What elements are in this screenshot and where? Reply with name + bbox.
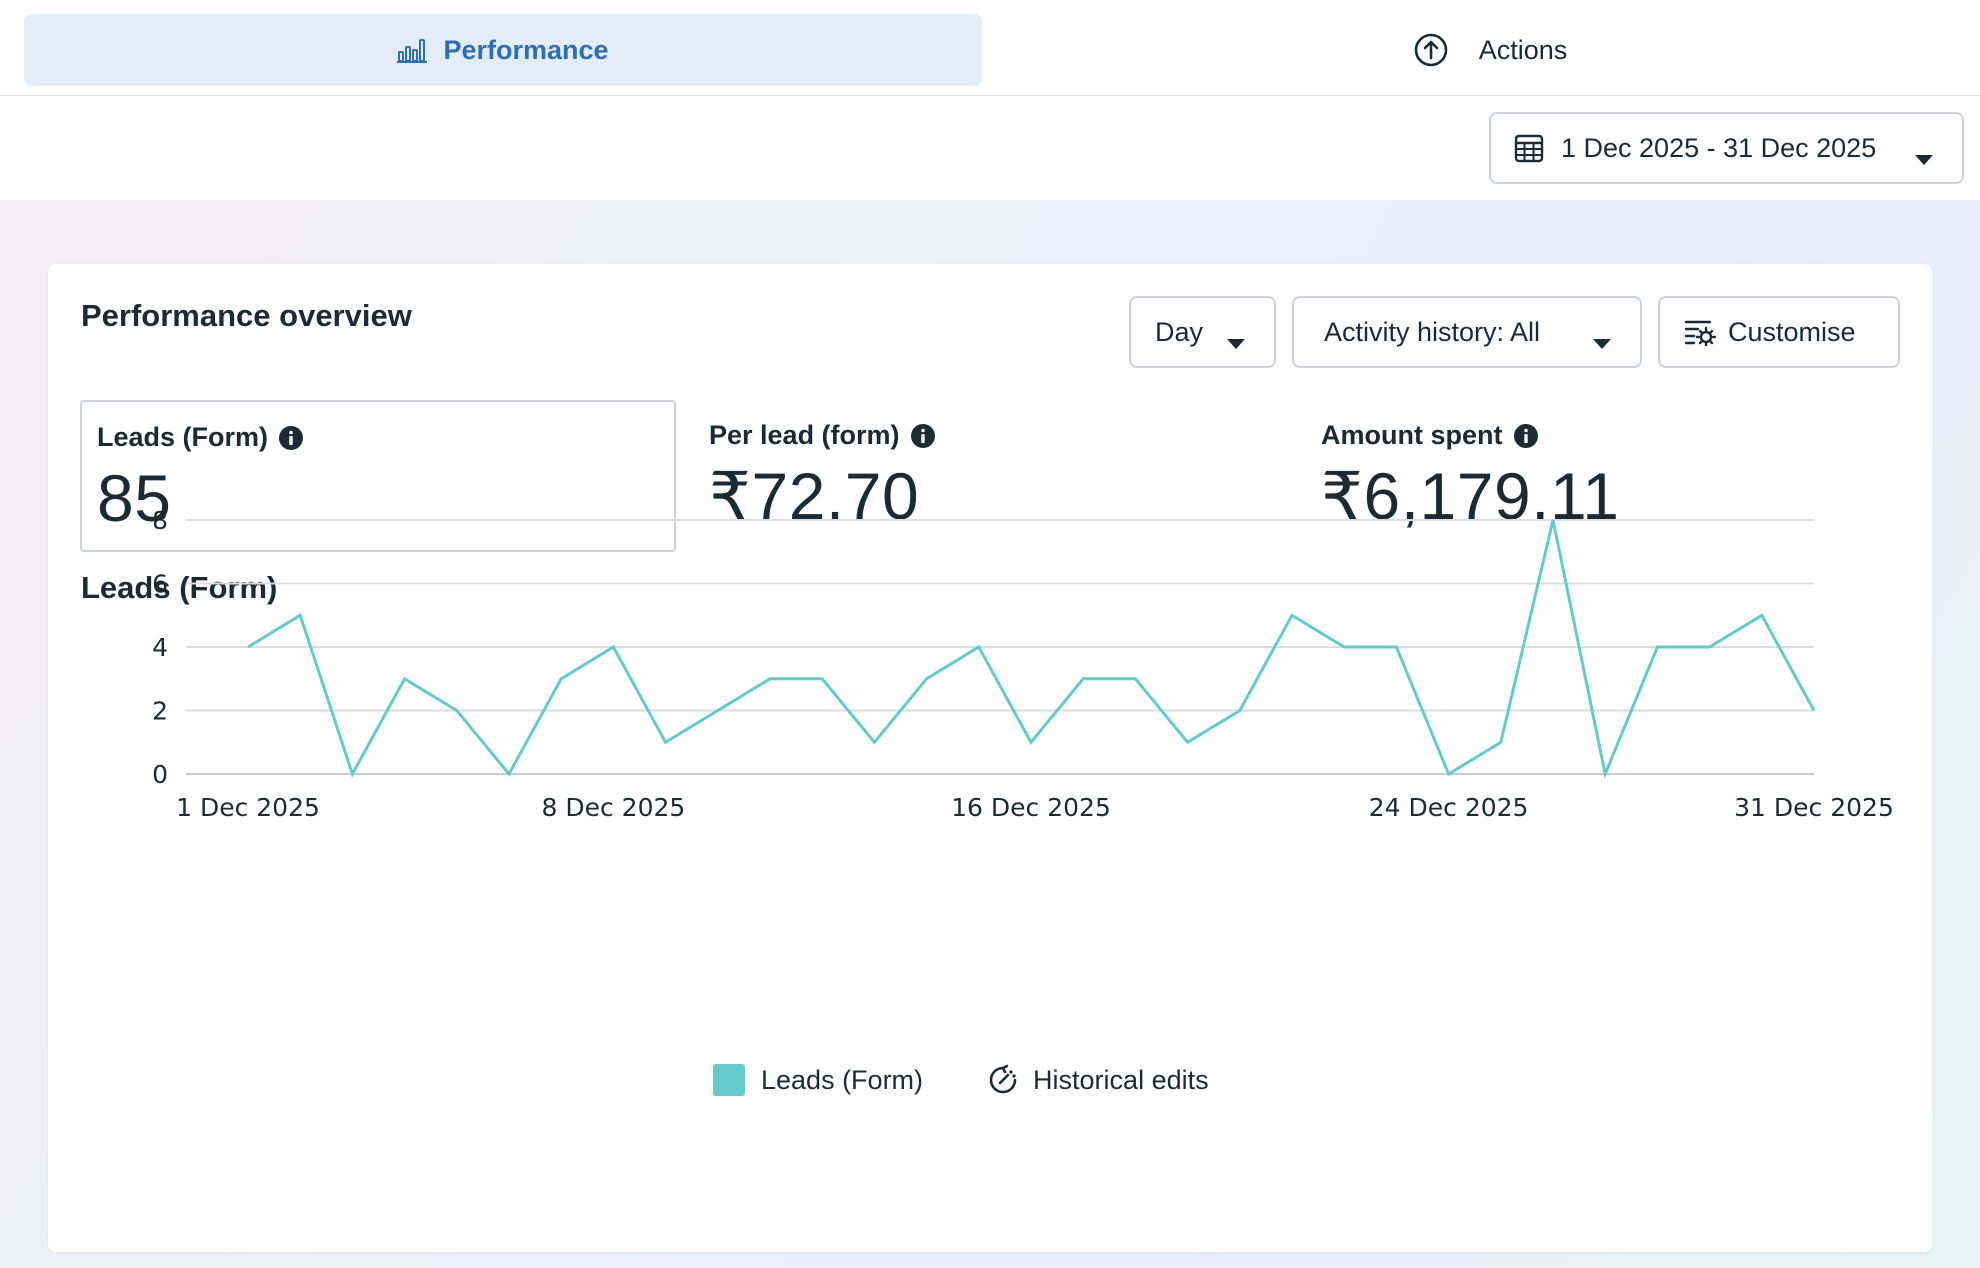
data-point[interactable]	[660, 736, 672, 748]
granularity-dropdown[interactable]: Day	[1129, 296, 1276, 368]
metric-leads-label: Leads (Form)	[97, 422, 269, 452]
tab-performance-label: Performance	[443, 34, 609, 65]
x-tick-label: 8 Dec 2025	[541, 793, 685, 822]
y-tick-label: 4	[152, 633, 168, 662]
data-point[interactable]	[1651, 641, 1663, 653]
data-point[interactable]	[1234, 705, 1246, 717]
leads-line-chart: 0 2 4 6 8 1 Dec 2025 8 Dec 2025 16 Dec 2025 24 D…	[152, 506, 1894, 822]
info-icon[interactable]	[1513, 423, 1539, 449]
customise-label: Customise	[1728, 316, 1856, 347]
data-point[interactable]	[399, 673, 411, 685]
legend-swatch	[713, 1064, 745, 1096]
metric-per-lead-label-row: Per lead (form)	[709, 420, 936, 451]
chevron-down-icon	[1592, 326, 1612, 357]
data-point[interactable]	[1129, 673, 1141, 685]
x-tick-label: 16 Dec 2025	[951, 793, 1111, 822]
data-point[interactable]	[1599, 768, 1611, 780]
data-point[interactable]	[1756, 609, 1768, 621]
x-tick-label: 24 Dec 2025	[1369, 793, 1529, 822]
bar-chart-icon	[397, 37, 428, 63]
x-tick-label: 1 Dec 2025	[176, 793, 320, 822]
activity-history-label: Activity history: All	[1324, 316, 1541, 347]
granularity-label: Day	[1155, 316, 1204, 347]
data-point[interactable]	[1547, 514, 1559, 526]
data-point[interactable]	[346, 768, 358, 780]
data-point[interactable]	[1182, 736, 1194, 748]
tab-performance[interactable]: Performance	[24, 14, 982, 86]
data-point[interactable]	[1025, 736, 1037, 748]
data-point[interactable]	[1808, 705, 1820, 717]
activity-history-dropdown[interactable]: Activity history: All	[1292, 296, 1642, 368]
tab-actions-label: Actions	[1478, 34, 1568, 65]
data-point[interactable]	[242, 641, 254, 653]
metric-leads-value: 85	[97, 461, 172, 535]
calendar-icon	[1513, 132, 1545, 164]
chevron-down-icon	[1226, 326, 1246, 357]
data-point[interactable]	[294, 609, 306, 621]
tab-actions[interactable]: Actions	[1360, 14, 1620, 86]
metric-amount-spent-label: Amount spent	[1321, 420, 1503, 450]
info-icon[interactable]	[278, 425, 304, 451]
data-point[interactable]	[1338, 641, 1350, 653]
date-range-row: 1 Dec 2025 - 31 Dec 2025	[0, 97, 1980, 200]
data-point[interactable]	[764, 673, 776, 685]
tab-bar: Performance Actions	[0, 0, 1980, 96]
data-point[interactable]	[1077, 673, 1089, 685]
data-point[interactable]	[1704, 641, 1716, 653]
data-point[interactable]	[816, 673, 828, 685]
data-point[interactable]	[1443, 768, 1455, 780]
card-title: Performance overview	[81, 298, 412, 333]
data-point[interactable]	[868, 736, 880, 748]
info-icon[interactable]	[910, 423, 936, 449]
data-point[interactable]	[712, 705, 724, 717]
chart-title: Leads (Form)	[81, 570, 278, 605]
legend-item-leads[interactable]: Leads (Form)	[713, 1064, 923, 1096]
legend-historical-edits-label: Historical edits	[1033, 1064, 1209, 1095]
y-tick-label: 6	[152, 570, 168, 599]
upload-circle-icon	[1413, 32, 1449, 68]
chart-legend: Leads (Form) Historical edits	[713, 1060, 1209, 1100]
data-point[interactable]	[555, 673, 567, 685]
settings-list-icon	[1684, 318, 1716, 346]
legend-leads-label: Leads (Form)	[761, 1064, 924, 1095]
series-line-leads[interactable]	[247, 519, 1816, 780]
data-point[interactable]	[1495, 736, 1507, 748]
data-point[interactable]	[921, 673, 933, 685]
y-tick-label: 0	[152, 760, 168, 789]
data-point[interactable]	[607, 641, 619, 653]
y-tick-label: 2	[152, 697, 168, 726]
customise-button[interactable]: Customise	[1658, 296, 1900, 368]
metric-leads-label-row: Leads (Form)	[97, 422, 304, 453]
x-tick-label: 31 Dec 2025	[1734, 793, 1894, 822]
date-range-picker[interactable]: 1 Dec 2025 - 31 Dec 2025	[1489, 112, 1964, 184]
data-point[interactable]	[1390, 641, 1402, 653]
data-point[interactable]	[503, 768, 515, 780]
historical-edits-icon	[987, 1064, 1019, 1096]
metric-leads[interactable]: Leads (Form) 85	[80, 400, 676, 552]
data-point[interactable]	[451, 705, 463, 717]
y-tick-label: 8	[152, 506, 168, 535]
date-range-label: 1 Dec 2025 - 31 Dec 2025	[1561, 132, 1877, 163]
chevron-down-icon	[1914, 142, 1934, 173]
performance-overview-card: Performance overview Day Activity histor…	[48, 264, 1932, 1252]
metric-per-lead-label: Per lead (form)	[709, 420, 900, 450]
data-point[interactable]	[1286, 609, 1298, 621]
data-point[interactable]	[973, 641, 985, 653]
metric-amount-spent-label-row: Amount spent	[1321, 420, 1539, 451]
legend-item-historical-edits[interactable]: Historical edits	[987, 1064, 1209, 1096]
